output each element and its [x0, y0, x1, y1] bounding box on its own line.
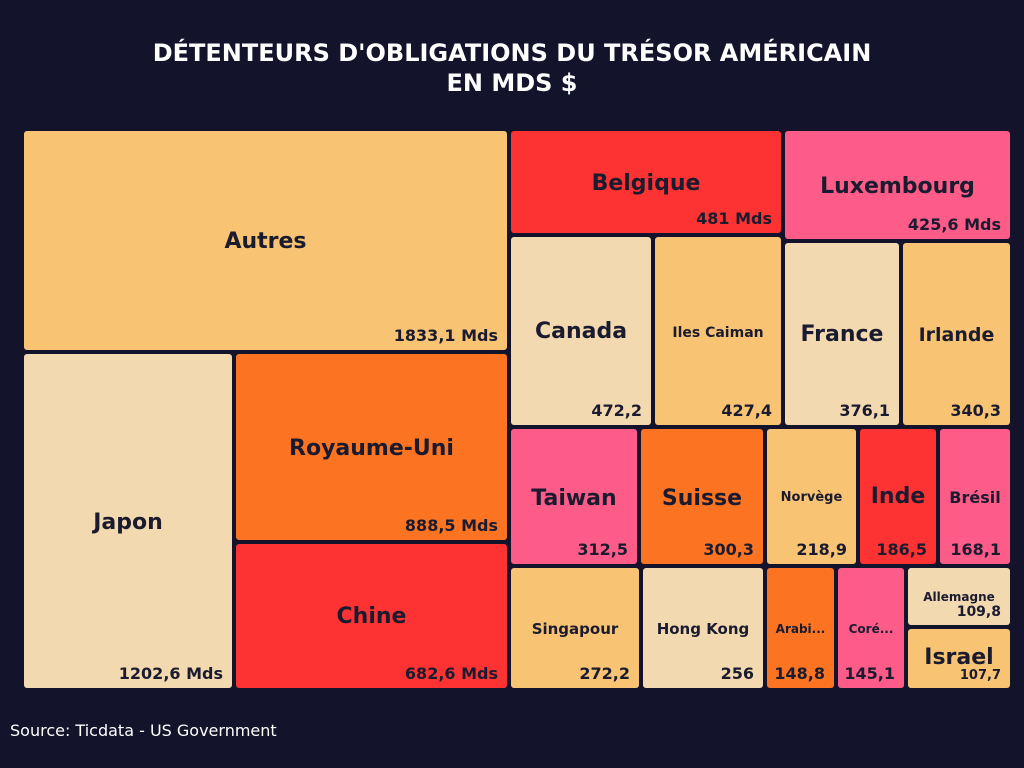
- tile-label: Singapour: [531, 620, 619, 638]
- chart-title-line-1: DÉTENTEURS D'OBLIGATIONS DU TRÉSOR AMÉRI…: [152, 39, 872, 67]
- tile-label: Autres: [224, 229, 307, 254]
- treemap-tile-autres: Autres 1833,1 Mds: [24, 131, 507, 350]
- tile-label: France: [800, 322, 884, 347]
- tile-value: 300,3: [703, 540, 754, 559]
- tile-value: 425,6 Mds: [907, 215, 1001, 234]
- treemap-tile-norvege: Norvège 218,9: [767, 429, 856, 564]
- tile-label: Hong Kong: [656, 620, 750, 638]
- tile-value: 145,1: [844, 664, 895, 683]
- tile-value: 340,3: [950, 401, 1001, 420]
- tile-value: 481 Mds: [696, 209, 772, 228]
- treemap-tile-arabie: Arabi... 148,8: [767, 568, 834, 688]
- tile-value: 256: [720, 664, 754, 683]
- tile-value: 1833,1 Mds: [393, 326, 498, 345]
- tile-label: Suisse: [661, 486, 743, 511]
- tile-label: Israel: [924, 645, 994, 670]
- treemap-tile-bresil: Brésil 168,1: [940, 429, 1010, 564]
- treemap-tile-suisse: Suisse 300,3: [641, 429, 763, 564]
- tile-label: Chine: [336, 604, 407, 629]
- tile-label: Royaume-Uni: [289, 436, 454, 461]
- treemap-tile-royaume-uni: Royaume-Uni 888,5 Mds: [236, 354, 507, 540]
- tile-value: 1202,6 Mds: [118, 664, 223, 683]
- treemap-tile-taiwan: Taiwan 312,5: [511, 429, 637, 564]
- source-note: Source: Ticdata - US Government: [10, 721, 277, 740]
- tile-value: 427,4: [721, 401, 772, 420]
- tile-label: Brésil: [949, 488, 1001, 507]
- tile-label: Inde: [870, 484, 926, 509]
- tile-label: Belgique: [591, 171, 701, 196]
- tile-value: 376,1: [839, 401, 890, 420]
- treemap-tile-israel: Israel 107,7: [908, 629, 1010, 688]
- tile-label: Arabi...: [775, 622, 826, 636]
- tile-value: 312,5: [577, 540, 628, 559]
- tile-value: 272,2: [579, 664, 630, 683]
- tile-value: 218,9: [796, 540, 847, 559]
- treemap-tile-irlande: Irlande 340,3: [903, 243, 1010, 425]
- treemap-tile-allemagne: Allemagne 109,8: [908, 568, 1010, 625]
- tile-value: 109,8: [956, 604, 1001, 620]
- tile-label: Luxembourg: [820, 174, 975, 199]
- treemap-tile-canada: Canada 472,2: [511, 237, 651, 425]
- tile-value: 148,8: [774, 664, 825, 683]
- chart-title: DÉTENTEURS D'OBLIGATIONS DU TRÉSOR AMÉRI…: [0, 38, 1024, 98]
- treemap-tile-singapour: Singapour 272,2: [511, 568, 639, 688]
- treemap-tile-iles-caiman: Iles Caiman 427,4: [655, 237, 781, 425]
- treemap-tile-coree: Coré... 145,1: [838, 568, 904, 688]
- treemap-tile-hong-kong: Hong Kong 256: [643, 568, 763, 688]
- tile-label: Norvège: [780, 490, 843, 505]
- tile-label: Coré...: [848, 622, 894, 636]
- tile-value: 472,2: [591, 401, 642, 420]
- tile-label: Taiwan: [531, 486, 617, 511]
- treemap-tile-luxembourg: Luxembourg 425,6 Mds: [785, 131, 1010, 239]
- tile-value: 107,7: [959, 668, 1001, 683]
- tile-value: 888,5 Mds: [404, 516, 498, 535]
- tile-label: Irlande: [918, 324, 995, 346]
- tile-value: 186,5: [876, 540, 927, 559]
- tile-label: Iles Caiman: [672, 325, 764, 341]
- tile-label: Allemagne: [923, 590, 995, 604]
- tile-label: Japon: [93, 510, 163, 535]
- treemap-tile-japon: Japon 1202,6 Mds: [24, 354, 232, 688]
- treemap-tile-chine: Chine 682,6 Mds: [236, 544, 507, 688]
- treemap-tile-belgique: Belgique 481 Mds: [511, 131, 781, 233]
- tile-value: 168,1: [950, 540, 1001, 559]
- treemap-tile-inde: Inde 186,5: [860, 429, 936, 564]
- tile-label: Canada: [534, 319, 628, 344]
- chart-title-line-2: EN MDS $: [446, 69, 578, 97]
- treemap-tile-france: France 376,1: [785, 243, 899, 425]
- tile-value: 682,6 Mds: [404, 664, 498, 683]
